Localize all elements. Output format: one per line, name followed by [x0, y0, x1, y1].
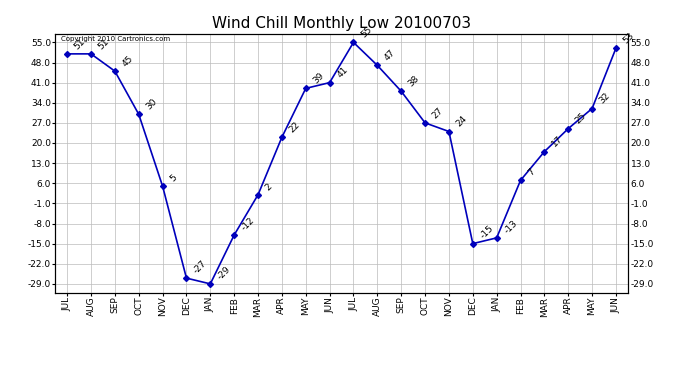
- Text: 7: 7: [526, 167, 537, 178]
- Text: 5: 5: [168, 173, 179, 183]
- Text: 47: 47: [383, 48, 397, 63]
- Text: 27: 27: [431, 106, 445, 120]
- Text: 17: 17: [550, 134, 564, 149]
- Text: 22: 22: [288, 120, 302, 135]
- Text: -12: -12: [239, 216, 257, 232]
- Text: 38: 38: [407, 74, 422, 88]
- Text: 24: 24: [455, 114, 469, 129]
- Text: 55: 55: [359, 25, 373, 40]
- Title: Wind Chill Monthly Low 20100703: Wind Chill Monthly Low 20100703: [212, 16, 471, 31]
- Text: 2: 2: [264, 182, 274, 192]
- Text: Copyright 2010 Cartronics.com: Copyright 2010 Cartronics.com: [61, 36, 170, 42]
- Text: -13: -13: [502, 218, 519, 235]
- Text: 25: 25: [574, 111, 588, 126]
- Text: 53: 53: [622, 31, 636, 45]
- Text: 32: 32: [598, 92, 612, 106]
- Text: -15: -15: [478, 224, 495, 241]
- Text: -29: -29: [216, 264, 233, 281]
- Text: -27: -27: [192, 259, 208, 275]
- Text: 45: 45: [121, 54, 135, 68]
- Text: 51: 51: [97, 37, 111, 51]
- Text: 30: 30: [144, 97, 159, 111]
- Text: 41: 41: [335, 66, 350, 80]
- Text: 39: 39: [311, 71, 326, 86]
- Text: 51: 51: [72, 37, 87, 51]
